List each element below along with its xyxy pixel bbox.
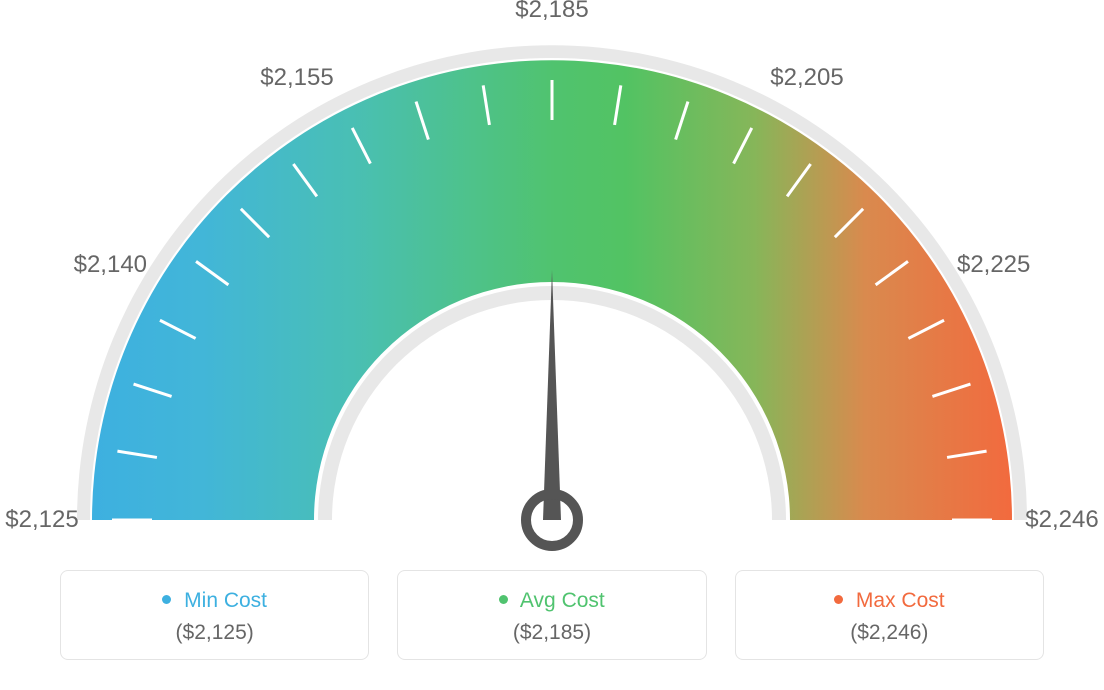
gauge-tick-label: $2,185	[515, 0, 588, 24]
max-dot-icon	[834, 595, 843, 604]
avg-dot-icon	[499, 595, 508, 604]
gauge-tick-label: $2,246	[1025, 506, 1098, 534]
min-cost-value: ($2,125)	[61, 621, 368, 645]
gauge-tick-label: $2,140	[74, 251, 147, 279]
gauge-tick-label: $2,225	[957, 251, 1030, 279]
min-cost-label: Min Cost	[184, 589, 267, 612]
gauge-tick-label: $2,125	[5, 506, 78, 534]
gauge-svg	[0, 0, 1104, 560]
max-cost-value: ($2,246)	[736, 621, 1043, 645]
max-cost-card: Max Cost ($2,246)	[735, 570, 1044, 660]
cost-cards-row: Min Cost ($2,125) Avg Cost ($2,185) Max …	[60, 570, 1044, 660]
gauge-tick-label: $2,205	[770, 64, 843, 92]
avg-cost-label: Avg Cost	[520, 589, 605, 612]
avg-cost-card: Avg Cost ($2,185)	[397, 570, 706, 660]
min-dot-icon	[162, 595, 171, 604]
avg-cost-value: ($2,185)	[398, 621, 705, 645]
max-cost-label: Max Cost	[856, 589, 945, 612]
avg-cost-title: Avg Cost	[398, 589, 705, 613]
gauge-tick-label: $2,155	[260, 64, 333, 92]
min-cost-card: Min Cost ($2,125)	[60, 570, 369, 660]
max-cost-title: Max Cost	[736, 589, 1043, 613]
gauge-chart: $2,125 $2,140 $2,155 $2,185 $2,205 $2,225 $2,2…	[0, 0, 1104, 560]
min-cost-title: Min Cost	[61, 589, 368, 613]
